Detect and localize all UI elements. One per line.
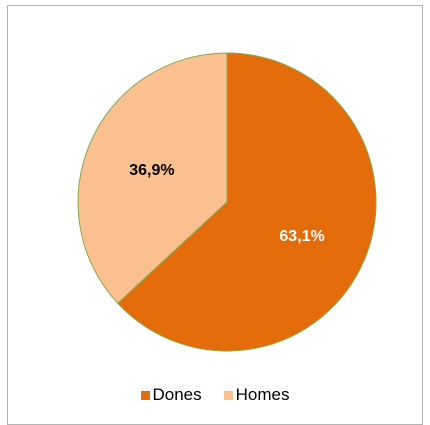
data-label-dones: 63,1% <box>279 228 324 245</box>
legend-item-dones: Dones <box>140 385 202 405</box>
legend-label-dones: Dones <box>152 385 202 404</box>
pie-chart: 63,1% 36,9% <box>77 52 377 352</box>
pie-slice-dones <box>117 52 377 352</box>
pie-slice-homes <box>77 52 228 305</box>
legend: Dones Homes <box>0 385 430 405</box>
legend-label-homes: Homes <box>235 385 290 404</box>
legend-swatch-dones <box>140 390 150 400</box>
legend-swatch-homes <box>223 390 233 400</box>
data-label-homes: 36,9% <box>129 162 174 179</box>
legend-item-homes: Homes <box>223 385 290 405</box>
